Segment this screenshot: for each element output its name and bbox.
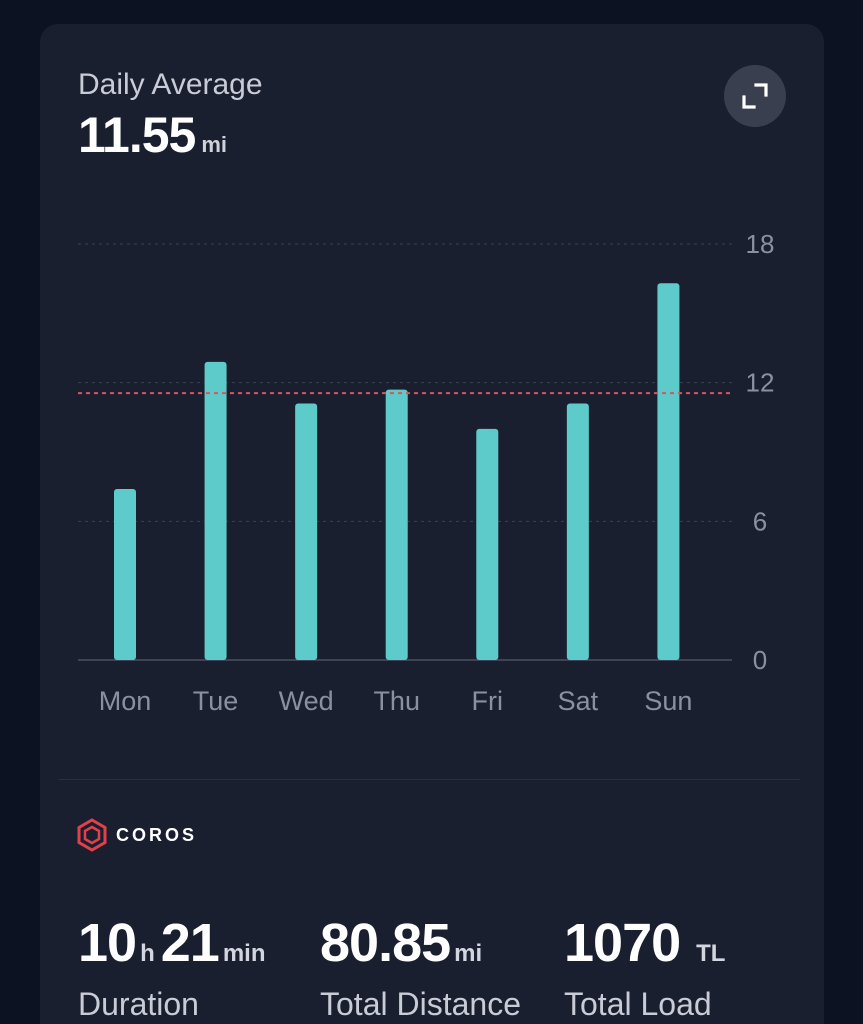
- expand-button[interactable]: [724, 65, 786, 127]
- daily-average-value: 11.55 mi: [78, 106, 227, 164]
- total-load-label: Total Load: [564, 986, 712, 1022]
- bar-fri: [476, 428, 499, 660]
- bar-sat: [566, 403, 589, 660]
- bar-mon: [114, 488, 136, 660]
- daily-distance-bar-chart: 0 6 12 18 Mon Tue Wed Thu Fri Sat Sun: [78, 229, 775, 716]
- duration-value: 10 h 21 min: [78, 912, 272, 974]
- x-tick-label-fri: Fri: [472, 686, 503, 716]
- x-tick-label-wed: Wed: [279, 686, 334, 716]
- daily-average-label: Daily Average: [78, 68, 263, 101]
- y-tick-label-18: 18: [746, 229, 775, 259]
- bar-sun: [657, 283, 680, 660]
- x-tick-label-sat: Sat: [558, 686, 599, 716]
- weekly-distance-card: Daily Average 11.55 mi 0 6 12 18 Mon Tue Wed Thu…: [40, 24, 824, 1024]
- bar-wed: [295, 403, 318, 660]
- x-tick-label-tue: Tue: [193, 686, 239, 716]
- total-distance-value: 80.85 mi: [320, 912, 488, 974]
- total-load-number: 1070: [564, 913, 681, 973]
- bar-tue: [204, 361, 227, 660]
- total-distance-label: Total Distance: [320, 986, 521, 1022]
- total-distance-unit: mi: [454, 940, 483, 967]
- total-load-value: 1070 TL: [564, 912, 731, 974]
- duration-hours: 10: [78, 913, 137, 973]
- coros-logo-text: COROS: [116, 824, 198, 845]
- total-load-unit: TL: [696, 940, 726, 967]
- x-tick-label-mon: Mon: [99, 686, 152, 716]
- y-tick-label-6: 6: [753, 506, 767, 536]
- y-tick-label-12: 12: [746, 368, 775, 398]
- duration-label: Duration: [78, 986, 199, 1022]
- duration-hours-unit: h: [140, 940, 155, 967]
- section-divider: [58, 779, 800, 780]
- bar-thu: [385, 389, 408, 660]
- expand-icon: [742, 83, 768, 109]
- duration-minutes-unit: min: [222, 940, 266, 967]
- coros-logo: COROS: [76, 818, 197, 852]
- daily-average-number: 11.55: [78, 107, 196, 163]
- daily-average-unit: mi: [201, 132, 228, 157]
- x-tick-label-sun: Sun: [644, 686, 692, 716]
- y-tick-label-0: 0: [753, 645, 767, 675]
- x-tick-label-thu: Thu: [373, 686, 420, 716]
- total-distance-number: 80.85: [320, 913, 451, 973]
- coros-hex-logo-icon: [77, 818, 107, 852]
- duration-minutes: 21: [160, 913, 220, 973]
